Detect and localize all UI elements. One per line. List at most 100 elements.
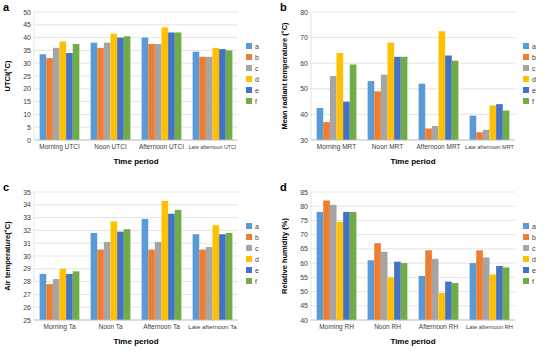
bar xyxy=(445,56,452,140)
y-axis-title: Air temperature(°C) xyxy=(3,221,12,291)
bar xyxy=(206,247,213,320)
x-axis-title: Time period xyxy=(390,337,435,346)
legend-label: e xyxy=(532,87,536,94)
bar xyxy=(148,250,155,320)
legend-label: d xyxy=(532,76,536,83)
tick-label: 0 xyxy=(27,137,31,144)
bar xyxy=(483,130,490,140)
bar xyxy=(381,252,388,320)
legend: abcdef xyxy=(246,223,259,285)
category-label: Afternoon UTCI xyxy=(139,143,184,150)
grid-line xyxy=(34,230,238,231)
bar xyxy=(168,214,175,320)
legend-swatch xyxy=(523,234,529,240)
tick-label: 15 xyxy=(23,98,31,105)
bar xyxy=(199,250,206,320)
tick-label: 27 xyxy=(23,291,31,298)
legend-swatch xyxy=(523,267,529,273)
bars xyxy=(317,31,510,140)
tick-label: 80 xyxy=(300,9,308,16)
y-axis-line xyxy=(34,192,35,320)
grid-line xyxy=(34,243,238,244)
grid-line xyxy=(34,37,238,38)
legend-swatch xyxy=(523,223,529,229)
bar xyxy=(439,293,446,320)
bar xyxy=(104,43,111,140)
bar xyxy=(401,57,408,140)
legend: abcdef xyxy=(246,43,259,105)
panel-label: d xyxy=(280,181,287,193)
bar xyxy=(162,27,169,140)
legend-label: c xyxy=(255,245,259,252)
bar xyxy=(111,34,118,140)
bar xyxy=(97,48,104,140)
bar xyxy=(496,104,503,140)
legend-label: c xyxy=(532,65,536,72)
grid-line xyxy=(311,206,515,207)
grid-line xyxy=(34,320,238,321)
legend-swatch xyxy=(246,256,252,262)
y-axis-title: UTCI(°C) xyxy=(3,60,12,91)
bar xyxy=(374,243,381,320)
legend-swatch xyxy=(246,278,252,284)
grid-line xyxy=(311,12,515,13)
category-label: Noon UTCI xyxy=(94,143,127,150)
category-label: Late afternoon RH xyxy=(466,324,513,330)
y-axis-title: Relative humidity (%) xyxy=(280,218,289,294)
tick-label: 40 xyxy=(23,34,31,41)
tick-label: 55 xyxy=(300,274,308,281)
legend-swatch xyxy=(246,267,252,273)
bar xyxy=(343,212,350,320)
bars xyxy=(40,27,233,140)
x-axis-title: Time period xyxy=(390,157,435,166)
bar xyxy=(142,38,149,140)
legend-swatch xyxy=(246,234,252,240)
legend-swatch xyxy=(523,98,529,104)
category-label: Afternoon RH xyxy=(419,323,459,330)
bar xyxy=(432,126,439,140)
tick-label: 28 xyxy=(23,278,31,285)
bar xyxy=(73,44,80,140)
panel: c2526272829303132333435Morning TaNoon Ta… xyxy=(3,181,259,346)
bar xyxy=(388,277,395,320)
bar xyxy=(73,271,80,320)
tick-label: 85 xyxy=(300,189,308,196)
x-axis-line xyxy=(34,140,238,141)
bar xyxy=(155,44,162,140)
bar xyxy=(445,282,452,320)
legend-swatch xyxy=(246,54,252,60)
tick-label: 70 xyxy=(300,231,308,238)
tick-label: 70 xyxy=(300,34,308,41)
grid-line xyxy=(34,12,238,13)
bars xyxy=(40,201,233,320)
tick-label: 50 xyxy=(300,85,308,92)
legend: abcdef xyxy=(523,223,536,285)
bar xyxy=(425,250,432,320)
panel-label: c xyxy=(3,181,9,193)
legend-label: e xyxy=(255,267,259,274)
bar xyxy=(503,267,510,320)
bar xyxy=(323,201,330,320)
legend-label: f xyxy=(532,98,534,105)
bar xyxy=(490,105,497,140)
x-axis-line xyxy=(311,140,515,141)
legend-label: a xyxy=(255,223,259,230)
bar xyxy=(470,116,477,140)
legend-label: f xyxy=(532,278,534,285)
bar xyxy=(388,43,395,140)
bar xyxy=(419,276,426,320)
tick-label: 20 xyxy=(23,85,31,92)
legend-swatch xyxy=(523,256,529,262)
category-label: Late afternoon MRT xyxy=(465,144,514,150)
bar xyxy=(476,132,483,140)
bar xyxy=(199,57,206,140)
legend-label: c xyxy=(532,245,536,252)
bar xyxy=(394,57,401,140)
bar xyxy=(432,259,439,320)
bar xyxy=(175,210,182,320)
tick-label: 33 xyxy=(23,214,31,221)
tick-label: 34 xyxy=(23,201,31,208)
bar xyxy=(168,32,175,140)
bar xyxy=(226,50,233,140)
bar xyxy=(124,229,131,320)
